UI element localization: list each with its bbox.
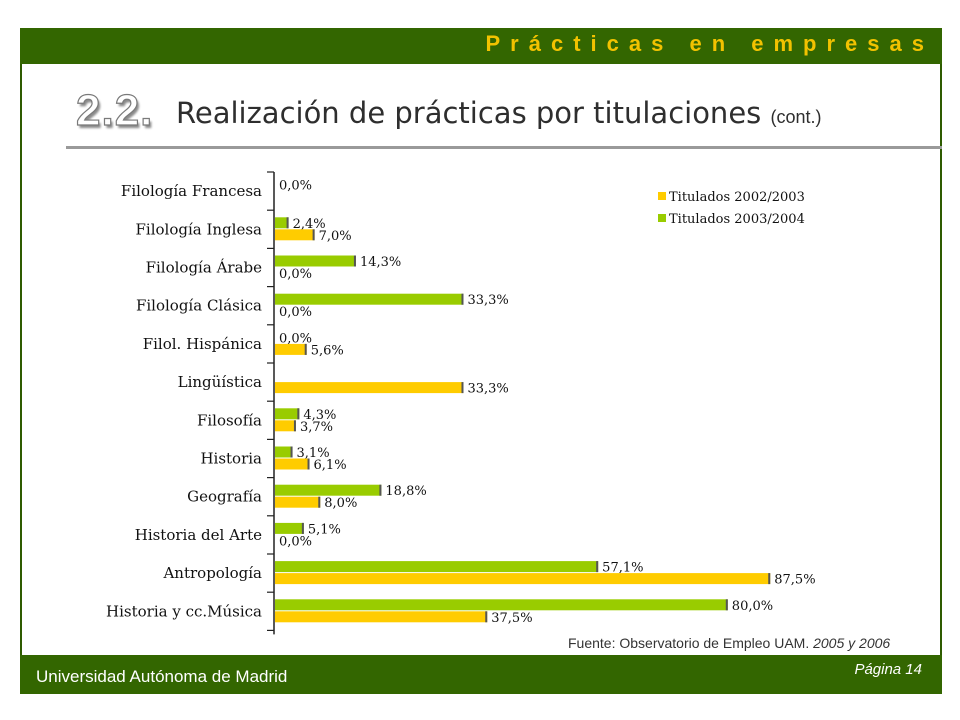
series-2003-bar-edge xyxy=(379,484,382,496)
series-2002-bar xyxy=(275,458,310,470)
series-2002-bar xyxy=(275,420,296,432)
series-2002-bar xyxy=(275,496,321,508)
series-2003-data-label: 3,1% xyxy=(297,446,330,461)
legend-label: Titulados 2003/2004 xyxy=(669,212,805,227)
series-2003-data-label: 0,0% xyxy=(279,331,312,346)
legend-swatch xyxy=(658,192,666,200)
series-2002-bar-edge xyxy=(318,496,321,508)
frame-right-border xyxy=(940,28,942,694)
series-2003-data-label: 14,3% xyxy=(360,255,401,270)
series-2003-bar-edge xyxy=(290,446,293,458)
series-2002-data-label: 37,5% xyxy=(491,611,532,626)
series-2003-data-label: 4,3% xyxy=(303,408,336,423)
category-label: Historia y cc.Música xyxy=(106,602,262,620)
page-title-suffix: (cont.) xyxy=(770,107,822,127)
university-name: Universidad Autónoma de Madrid xyxy=(36,667,288,686)
category-label: Lingüística xyxy=(178,373,262,391)
header-band: Prácticas en empresas xyxy=(20,28,942,64)
legend-swatch xyxy=(658,214,666,222)
series-2003-bar-edge xyxy=(353,255,356,267)
series-2003-bar xyxy=(275,561,599,573)
series-2002-data-label: 3,7% xyxy=(300,420,333,435)
series-2003-data-label: 33,3% xyxy=(467,293,508,308)
series-2002-bar-edge xyxy=(461,382,464,394)
series-2002-data-label: 87,5% xyxy=(774,573,815,588)
category-label: Geografía xyxy=(187,488,262,506)
page-number: Página 14 xyxy=(854,661,922,678)
series-2003-data-label: 80,0% xyxy=(732,599,773,614)
series-2002-bar-edge xyxy=(304,343,307,355)
category-label: Filosofía xyxy=(197,411,262,429)
series-2003-bar-edge xyxy=(596,561,599,573)
series-2003-bar xyxy=(275,446,293,458)
series-2003-bar xyxy=(275,522,304,534)
series-2002-data-label: 8,0% xyxy=(324,496,357,511)
series-2002-bar-edge xyxy=(293,420,296,432)
source-years: 2005 y 2006 xyxy=(813,635,891,651)
series-2003-data-label: 57,1% xyxy=(602,561,643,576)
category-label: Filol. Hispánica xyxy=(143,335,262,353)
series-2002-bar xyxy=(275,382,464,394)
header-band-title: Prácticas en empresas xyxy=(485,31,934,56)
category-label: Filología Francesa xyxy=(121,182,262,200)
footer-band: Universidad Autónoma de Madrid Página 14 xyxy=(20,655,942,694)
category-label: Filología Clásica xyxy=(136,297,262,315)
series-2002-bar-edge xyxy=(312,229,315,241)
series-2002-data-label: 0,0% xyxy=(279,534,312,549)
series-2002-bar xyxy=(275,343,307,355)
legend-label: Titulados 2002/2003 xyxy=(669,190,805,205)
section-number: 2.2. xyxy=(75,85,154,135)
page-title: Realización de prácticas por titulacione… xyxy=(176,96,822,130)
series-2002-data-label: 33,3% xyxy=(467,382,508,397)
series-2003-bar xyxy=(275,217,289,229)
series-2002-data-label: 5,6% xyxy=(311,343,344,358)
series-2002-data-label: 7,0% xyxy=(319,229,352,244)
series-2003-data-label: 0,0% xyxy=(279,179,312,194)
page-title-text: Realización de prácticas por titulacione… xyxy=(176,96,762,130)
series-2002-bar-edge xyxy=(768,573,771,585)
category-label: Filología Árabe xyxy=(146,259,263,277)
source-prefix: Fuente: Observatorio de Empleo UAM. xyxy=(568,635,814,651)
series-2002-bar xyxy=(275,573,771,585)
series-2003-data-label: 2,4% xyxy=(293,217,326,232)
series-2003-data-label: 18,8% xyxy=(385,484,426,499)
series-2003-bar-edge xyxy=(301,522,304,534)
frame-left-border xyxy=(20,28,22,694)
series-2003-bar-edge xyxy=(286,217,289,229)
category-label: Filología Inglesa xyxy=(136,220,263,238)
series-2002-bar-edge xyxy=(485,611,488,623)
series-2003-bar-edge xyxy=(461,293,464,305)
series-2003-bar xyxy=(275,599,728,611)
series-2003-bar-edge xyxy=(725,599,728,611)
series-2003-bar xyxy=(275,293,464,305)
series-2002-data-label: 6,1% xyxy=(314,458,347,473)
series-2003-bar-edge xyxy=(297,408,300,420)
series-2003-data-label: 5,1% xyxy=(308,522,341,537)
source-note: Fuente: Observatorio de Empleo UAM. 2005… xyxy=(568,635,890,651)
series-2002-data-label: 0,0% xyxy=(279,267,312,282)
category-label: Antropología xyxy=(162,564,262,582)
series-2003-bar xyxy=(275,255,356,267)
title-rule xyxy=(66,146,942,149)
category-label: Historia xyxy=(200,450,262,468)
series-2002-bar xyxy=(275,229,315,241)
series-2002-bar xyxy=(275,611,488,623)
series-2003-bar xyxy=(275,484,382,496)
series-2002-data-label: 0,0% xyxy=(279,305,312,320)
category-label: Historia del Arte xyxy=(135,526,262,544)
series-2003-bar xyxy=(275,408,300,420)
series-2002-bar-edge xyxy=(307,458,310,470)
